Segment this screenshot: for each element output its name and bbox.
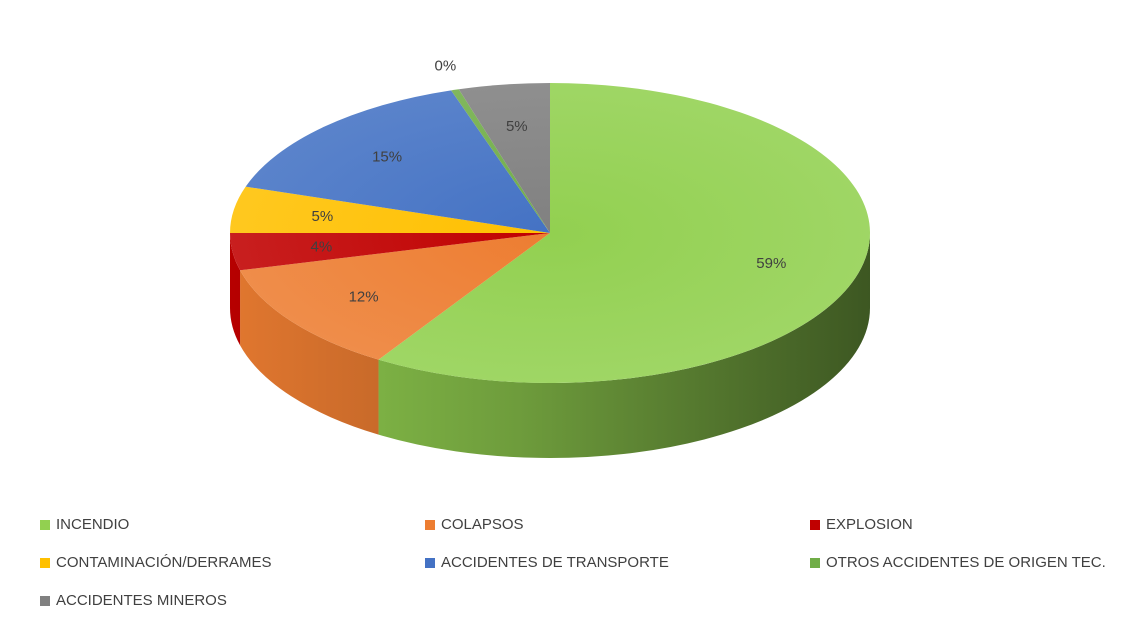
data-label-incendio: 59% (756, 255, 786, 272)
legend-label: EXPLOSION (826, 516, 913, 533)
pie-slice-side-1 (240, 270, 379, 435)
legend-swatch (810, 557, 820, 568)
legend-item: OTROS ACCIDENTES DE ORIGEN TEC. (810, 554, 1106, 571)
data-label-contaminaci-n-derrames: 5% (312, 208, 334, 225)
legend-item: INCENDIO (40, 516, 129, 533)
pie-slice-incendio (378, 83, 870, 383)
pie-slice-accidentes-de-transporte (245, 90, 550, 233)
pie-slice-otros-accidentes-de-origen-tec- (451, 89, 550, 233)
pie-slice-side-0 (378, 233, 870, 458)
pie-slice-colapsos (240, 233, 550, 360)
pie-slice-explosion (230, 233, 550, 271)
legend-swatch (425, 557, 435, 568)
legend-label: ACCIDENTES DE TRANSPORTE (441, 554, 669, 571)
legend-item: EXPLOSION (810, 516, 913, 533)
chart-legend: INCENDIO COLAPSOS EXPLOSION CONTAMINACIÓN/D… (0, 510, 1121, 620)
legend-swatch (40, 595, 50, 606)
legend-swatch (810, 519, 820, 530)
legend-label: ACCIDENTES MINEROS (56, 592, 227, 609)
legend-label: CONTAMINACIÓN/DERRAMES (56, 554, 272, 571)
data-label-colapsos: 12% (349, 289, 379, 306)
legend-item: ACCIDENTES MINEROS (40, 592, 227, 609)
pie-slice-accidentes-mineros (458, 83, 550, 233)
legend-swatch (425, 519, 435, 530)
pie-plot-area: 59% 12% 4% 5% 15% 0% 5% (230, 57, 870, 458)
legend-label: INCENDIO (56, 516, 130, 533)
data-label-accidentes-mineros: 5% (506, 118, 528, 135)
data-label-accidentes-de-transporte: 15% (372, 149, 402, 166)
legend-swatch (40, 557, 50, 568)
legend-item: COLAPSOS (425, 516, 524, 533)
data-label-otros-accidentes-de-origen-tec-: 0% (435, 57, 457, 74)
legend-item: CONTAMINACIÓN/DERRAMES (40, 554, 272, 571)
legend-item: ACCIDENTES DE TRANSPORTE (425, 554, 669, 571)
legend-label: OTROS ACCIDENTES DE ORIGEN TEC. (826, 554, 1106, 571)
legend-swatch (40, 519, 50, 530)
pie-slice-side-2 (230, 233, 241, 346)
pie-slice-contaminaci-n-derrames (230, 186, 550, 233)
data-label-explosion: 4% (311, 239, 333, 256)
legend-label: COLAPSOS (441, 516, 524, 533)
